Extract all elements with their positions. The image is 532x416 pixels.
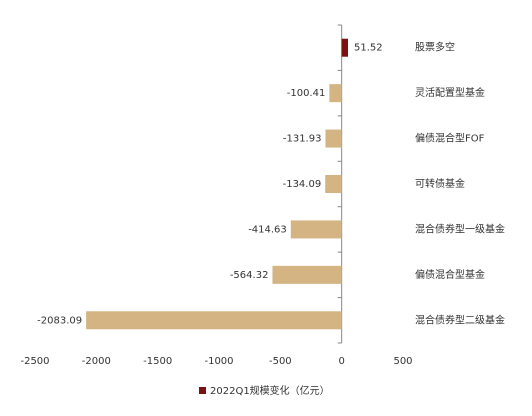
category-label: 偏债混合型基金 — [415, 268, 485, 281]
value-label: -564.32 — [230, 270, 269, 281]
bar — [329, 84, 342, 103]
category-label: 偏债混合型FOF — [415, 132, 485, 145]
x-tick-label: -2000 — [82, 356, 111, 367]
x-tick-label: -1500 — [143, 356, 172, 367]
bar — [325, 129, 342, 148]
category-label: 混合债券型一级基金 — [415, 222, 505, 235]
x-tick-label: -2500 — [20, 356, 49, 367]
category-label: 可转债基金 — [415, 177, 465, 190]
value-label: 51.52 — [354, 43, 383, 54]
x-tick-label: 500 — [393, 356, 412, 367]
value-label: -2083.09 — [37, 315, 82, 326]
bar — [341, 38, 348, 57]
category-label: 灵活配置型基金 — [415, 86, 485, 99]
bar — [325, 175, 342, 193]
legend-label: 2022Q1规模变化（亿元） — [210, 384, 330, 397]
x-tick-label: -500 — [269, 356, 292, 367]
value-label: -134.09 — [283, 179, 322, 190]
bar — [86, 311, 342, 330]
value-label: -131.93 — [283, 134, 322, 145]
x-tick-label: -1000 — [204, 356, 233, 367]
category-label: 股票多空 — [415, 41, 455, 54]
bar — [272, 265, 342, 284]
bar — [290, 220, 342, 239]
category-label: 混合债券型二级基金 — [415, 313, 505, 326]
legend-swatch — [199, 387, 206, 394]
value-label: -414.63 — [248, 224, 287, 235]
x-tick-label: 0 — [338, 356, 344, 367]
value-label: -100.41 — [287, 88, 326, 99]
